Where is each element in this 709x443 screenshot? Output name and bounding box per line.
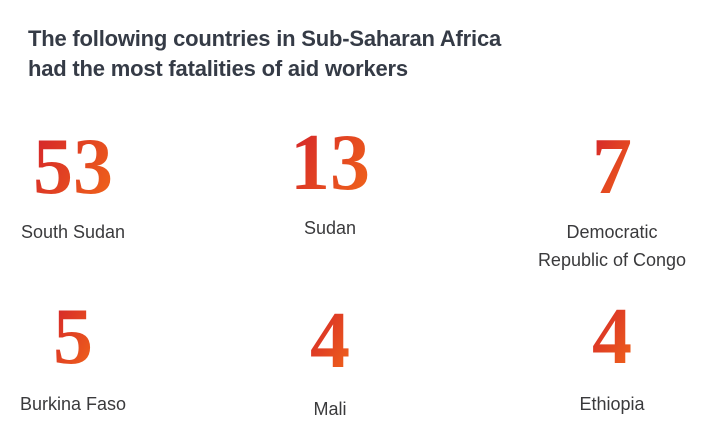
- stat-mali: 4 Mali: [260, 297, 400, 423]
- chart-title-line-1: The following countries in Sub-Saharan A…: [28, 26, 502, 51]
- stat-label-line: Republic of Congo: [537, 250, 687, 270]
- stat-label-line: Democratic: [566, 222, 658, 242]
- stat-label-line: Ethiopia: [579, 394, 645, 414]
- stat-value: 4: [310, 297, 350, 385]
- stat-value-wrap: 4: [527, 293, 697, 381]
- stat-value: 13: [290, 119, 370, 207]
- stat-value-wrap: 5: [3, 293, 143, 381]
- stat-ethiopia: 4 Ethiopia: [527, 293, 697, 418]
- stat-label-line: Sudan: [303, 218, 357, 238]
- stat-value: 4: [592, 293, 632, 381]
- stat-burkina-faso: 5 Burkina Faso: [3, 293, 143, 418]
- chart-title-line-2: had the most fatalities of aid workers: [28, 56, 408, 81]
- stat-label-line: Burkina Faso: [19, 394, 127, 414]
- stat-label-line: South Sudan: [20, 222, 126, 242]
- stat-value: 7: [592, 123, 632, 211]
- stat-value-wrap: 4: [260, 297, 400, 385]
- stat-value-wrap: 7: [527, 123, 697, 211]
- stat-label-line: Mali: [313, 399, 347, 419]
- stat-label: Mali: [260, 395, 400, 423]
- stat-south-sudan: 53 South Sudan: [3, 123, 143, 246]
- stat-sudan: 13 Sudan: [260, 119, 400, 242]
- stat-democratic-republic-of-congo: 7 Democratic Republic of Congo: [527, 123, 697, 274]
- stat-label: Democratic Republic of Congo: [527, 218, 697, 274]
- stat-label: Burkina Faso: [3, 390, 143, 418]
- stat-label: Ethiopia: [527, 390, 697, 418]
- stat-label: South Sudan: [3, 218, 143, 246]
- stat-value-wrap: 53: [3, 123, 143, 211]
- stat-value-wrap: 13: [260, 119, 400, 207]
- stat-label: Sudan: [260, 214, 400, 242]
- stat-value: 5: [53, 293, 93, 381]
- chart-title: The following countries in Sub-Saharan A…: [28, 24, 501, 84]
- stat-value: 53: [33, 123, 113, 211]
